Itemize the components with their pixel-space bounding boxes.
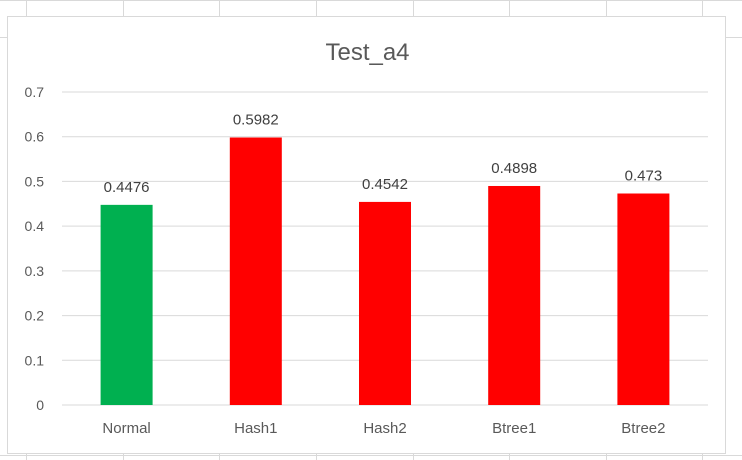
bar — [229, 137, 282, 405]
data-label: 0.4476 — [104, 179, 150, 196]
data-label: 0.4898 — [491, 160, 537, 177]
chart-area[interactable]: Test_a4 0 0.1 0.2 0.3 0.4 0.5 0.6 0.7 0.4476 Norm… — [7, 16, 726, 454]
x-tick-label: Hash1 — [234, 420, 277, 437]
chart-title: Test_a4 — [325, 39, 410, 66]
x-tick-label: Btree2 — [621, 420, 665, 437]
data-label: 0.473 — [625, 168, 663, 185]
x-tick-label: Normal — [102, 420, 150, 437]
y-tick-label: 0.3 — [25, 263, 45, 279]
y-tick-label: 0.6 — [25, 129, 45, 145]
bar-chart-plot: 0 0.1 0.2 0.3 0.4 0.5 0.6 0.7 0.4476 Normal 0.5982… — [25, 84, 708, 437]
y-tick-label: 0.7 — [25, 84, 45, 100]
y-tick-label: 0 — [36, 397, 44, 413]
x-tick-label: Hash2 — [363, 420, 406, 437]
data-label: 0.4542 — [362, 176, 408, 193]
y-tick-label: 0.1 — [25, 352, 45, 368]
y-tick-label: 0.2 — [25, 308, 45, 324]
y-tick-label: 0.4 — [25, 218, 45, 234]
y-tick-label: 0.5 — [25, 173, 45, 189]
bar — [100, 204, 153, 405]
bar — [617, 193, 670, 405]
x-tick-label: Btree1 — [492, 420, 536, 437]
data-label: 0.5982 — [233, 112, 279, 129]
bar — [488, 185, 541, 405]
bar — [359, 201, 411, 405]
